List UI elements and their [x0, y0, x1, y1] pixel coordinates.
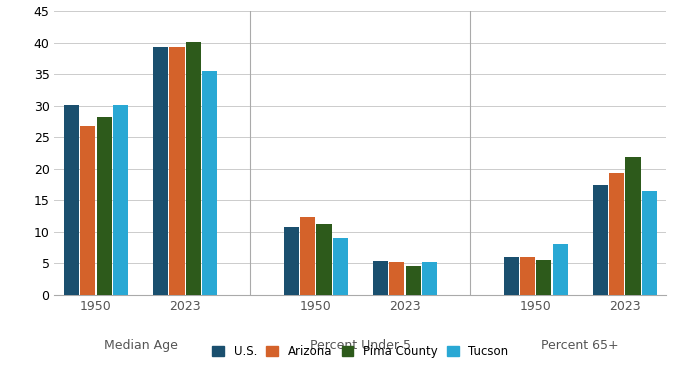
Bar — [284, 228, 299, 295]
Bar — [333, 238, 348, 295]
Bar — [300, 217, 316, 295]
Text: Percent Under 5: Percent Under 5 — [310, 339, 411, 352]
Bar — [593, 184, 608, 295]
Bar — [153, 47, 168, 295]
Bar — [609, 173, 624, 295]
Bar — [553, 244, 568, 295]
Bar — [186, 42, 201, 295]
Bar — [405, 266, 421, 295]
Bar — [504, 257, 519, 295]
Bar — [64, 105, 79, 295]
Bar — [537, 260, 551, 295]
Bar — [169, 47, 184, 295]
Bar — [97, 117, 112, 295]
Bar — [389, 262, 405, 295]
Bar — [422, 262, 437, 295]
Bar — [642, 191, 657, 295]
Bar — [626, 157, 641, 295]
Bar — [373, 261, 388, 295]
Bar — [202, 71, 217, 295]
Legend: U.S., Arizona, Pima County, Tucson: U.S., Arizona, Pima County, Tucson — [207, 340, 513, 363]
Text: Median Age: Median Age — [103, 339, 177, 352]
Bar — [80, 126, 95, 295]
Text: Percent 65+: Percent 65+ — [541, 339, 619, 352]
Bar — [316, 224, 332, 295]
Bar — [113, 105, 128, 295]
Bar — [520, 257, 535, 295]
